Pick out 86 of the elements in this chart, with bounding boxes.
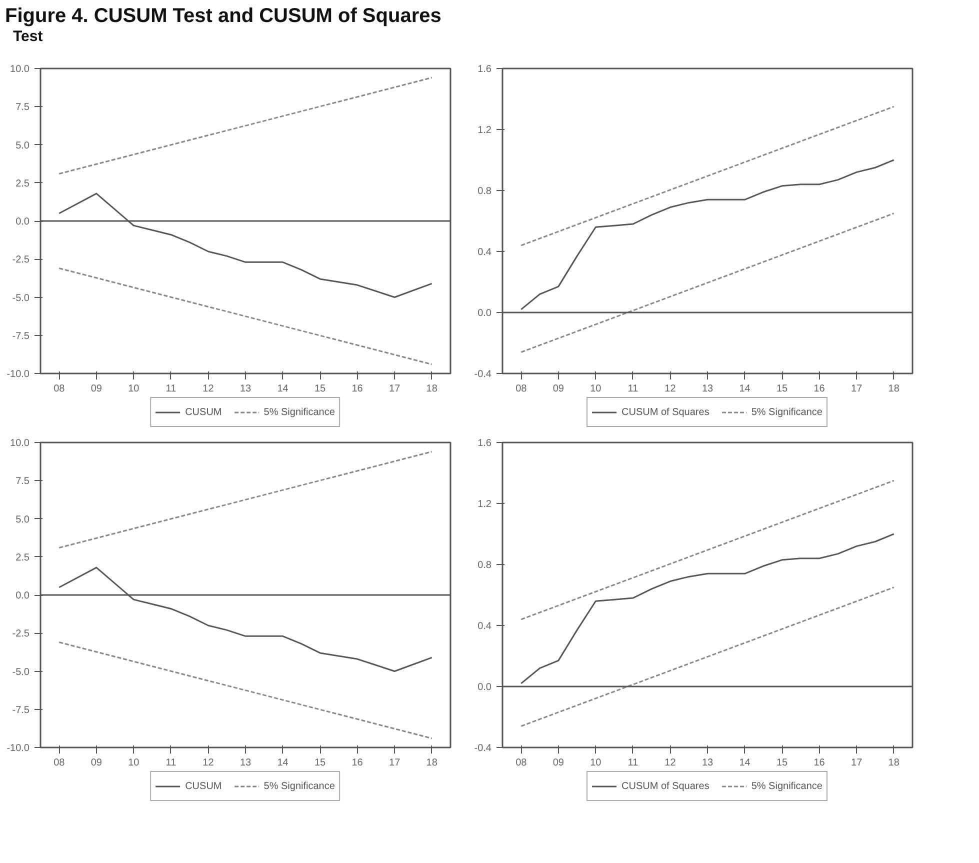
y-tick-label: 0.8 <box>478 186 492 197</box>
x-tick-label: 17 <box>851 758 863 768</box>
x-tick-label: 14 <box>277 758 289 768</box>
legend-label: CUSUM of Squares <box>622 406 710 418</box>
y-tick-label: 0.0 <box>478 308 492 319</box>
x-tick-label: 15 <box>314 758 326 768</box>
x-tick-label: 18 <box>426 758 438 768</box>
x-tick-label: 15 <box>776 758 788 768</box>
x-tick-label: 08 <box>516 758 528 768</box>
y-tick-label: 10.0 <box>10 438 30 449</box>
x-tick-label: 08 <box>54 384 66 394</box>
line-series <box>520 533 895 684</box>
x-tick-label: 18 <box>426 384 438 394</box>
x-tick-label: 16 <box>352 758 364 768</box>
x-tick-label: 12 <box>664 758 676 768</box>
x-tick-label: 10 <box>128 758 140 768</box>
x-tick-label: 11 <box>166 758 177 768</box>
y-tick-label: 10.0 <box>10 64 30 75</box>
y-tick-label: 7.5 <box>16 102 30 114</box>
x-tick-label: 12 <box>664 384 676 394</box>
x-tick-label: 14 <box>739 384 751 394</box>
x-tick-label: 08 <box>516 384 528 394</box>
x-tick-label: 13 <box>240 758 252 768</box>
legend-label: 5% Significance <box>264 780 335 792</box>
y-tick-label: 5.0 <box>16 140 30 152</box>
x-tick-label: 13 <box>240 384 252 394</box>
x-tick-label: 13 <box>702 384 714 394</box>
legend-label: CUSUM of Squares <box>622 780 710 792</box>
y-tick-label: 0.0 <box>16 590 30 602</box>
legend-label: 5% Significance <box>264 406 335 418</box>
x-tick-label: 15 <box>314 384 326 394</box>
y-tick-label: -7.5 <box>12 330 30 342</box>
x-tick-label: 12 <box>202 384 214 394</box>
line-series <box>520 159 895 310</box>
y-tick-label: -5.0 <box>12 292 30 304</box>
y-tick-label: 5.0 <box>16 514 30 526</box>
y-tick-label: 1.2 <box>478 499 492 510</box>
x-tick-label: 09 <box>90 758 102 768</box>
x-tick-label: 12 <box>202 758 214 768</box>
x-tick-label: 11 <box>166 384 177 394</box>
y-tick-label: -10.0 <box>6 369 30 380</box>
y-tick-label: 2.5 <box>16 552 30 564</box>
x-tick-label: 17 <box>851 384 863 394</box>
y-tick-label: 0.4 <box>478 247 492 258</box>
legend-label: 5% Significance <box>751 780 822 792</box>
x-tick-label: 13 <box>702 758 714 768</box>
y-tick-label: 1.6 <box>478 64 492 75</box>
y-tick-label: 1.6 <box>478 438 492 449</box>
x-tick-label: 09 <box>90 384 102 394</box>
y-tick-label: 0.8 <box>478 560 492 571</box>
x-tick-label: 16 <box>352 384 364 394</box>
x-tick-label: 11 <box>628 758 639 768</box>
y-tick-label: -10.0 <box>6 743 30 754</box>
y-tick-label: 0.4 <box>478 621 492 632</box>
x-tick-label: 14 <box>739 758 751 768</box>
x-tick-label: 14 <box>277 384 289 394</box>
y-tick-label: 1.2 <box>478 125 492 136</box>
y-tick-label: -7.5 <box>12 704 30 716</box>
y-tick-label: -5.0 <box>12 666 30 678</box>
y-tick-label: 2.5 <box>16 178 30 190</box>
y-tick-label: 0.0 <box>478 682 492 693</box>
y-tick-label: 7.5 <box>16 476 30 488</box>
x-tick-label: 18 <box>888 384 900 394</box>
x-tick-label: 17 <box>389 384 401 394</box>
x-tick-label: 09 <box>552 384 564 394</box>
chart-title: Figure 4. CUSUM Test and CUSUM of Squares <box>5 5 442 28</box>
x-tick-label: 11 <box>628 384 639 394</box>
x-tick-label: 16 <box>814 758 826 768</box>
x-tick-label: 10 <box>590 384 602 394</box>
x-tick-label: 15 <box>776 384 788 394</box>
legend-label: 5% Significance <box>751 406 822 418</box>
y-tick-label: -0.4 <box>474 369 492 380</box>
x-tick-label: 10 <box>590 758 602 768</box>
x-tick-label: 10 <box>128 384 140 394</box>
legend-label: CUSUM <box>185 780 222 792</box>
x-tick-label: 17 <box>389 758 401 768</box>
y-tick-label: -2.5 <box>12 628 30 640</box>
legend-label: CUSUM <box>185 406 222 418</box>
x-tick-label: 08 <box>54 758 66 768</box>
x-tick-label: 16 <box>814 384 826 394</box>
y-tick-label: 0.0 <box>16 216 30 228</box>
x-tick-label: 09 <box>552 758 564 768</box>
y-tick-label: -0.4 <box>474 743 492 754</box>
x-tick-label: 18 <box>888 758 900 768</box>
y-tick-label: -2.5 <box>12 254 30 266</box>
text: Test <box>13 28 44 45</box>
